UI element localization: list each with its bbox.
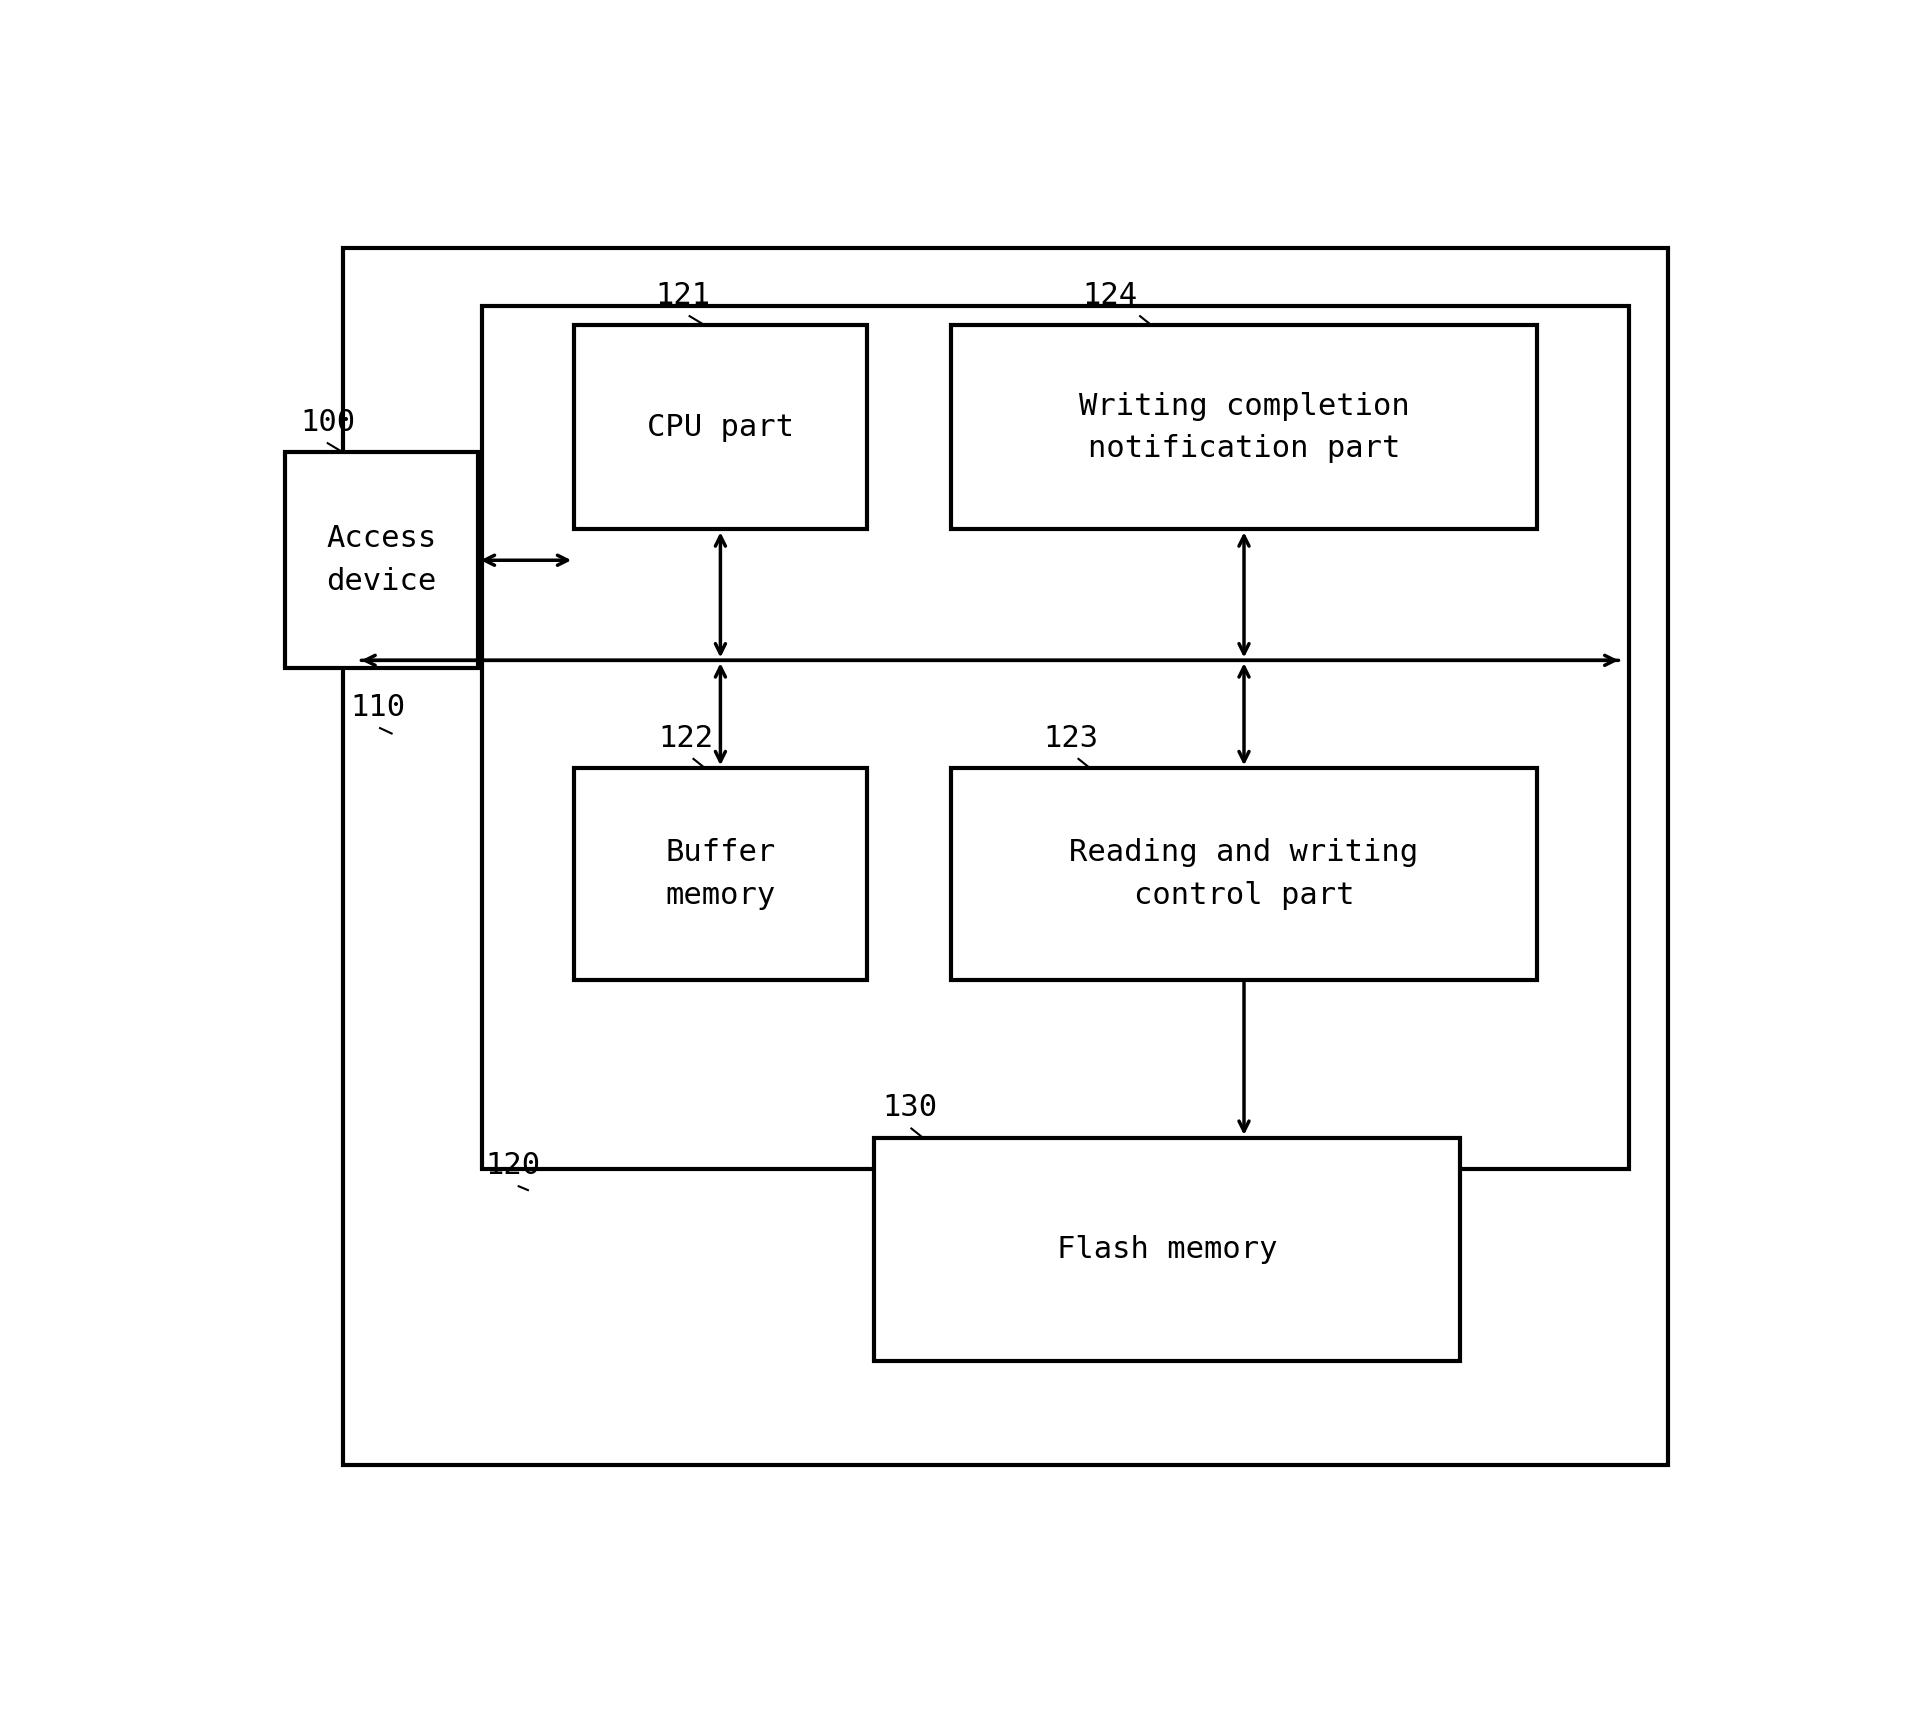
Bar — [874, 1138, 1459, 1362]
Bar — [951, 326, 1535, 529]
Text: Access
device: Access device — [326, 524, 436, 596]
Text: 124: 124 — [1082, 282, 1137, 311]
Text: 110: 110 — [351, 694, 406, 721]
Bar — [573, 326, 867, 529]
Bar — [573, 767, 867, 980]
Text: 123: 123 — [1044, 725, 1099, 752]
Text: CPU part: CPU part — [646, 412, 794, 441]
Text: Buffer
memory: Buffer memory — [665, 838, 775, 910]
Bar — [286, 453, 478, 668]
Text: 122: 122 — [659, 725, 714, 752]
Bar — [951, 767, 1535, 980]
Text: 130: 130 — [882, 1094, 937, 1123]
Text: Flash memory: Flash memory — [1055, 1235, 1276, 1264]
Bar — [482, 306, 1629, 1169]
Text: 121: 121 — [655, 282, 711, 311]
Text: 100: 100 — [301, 409, 356, 438]
Text: 120: 120 — [486, 1150, 541, 1180]
Text: Reading and writing
control part: Reading and writing control part — [1069, 838, 1417, 910]
Text: Writing completion
notification part: Writing completion notification part — [1078, 391, 1408, 464]
